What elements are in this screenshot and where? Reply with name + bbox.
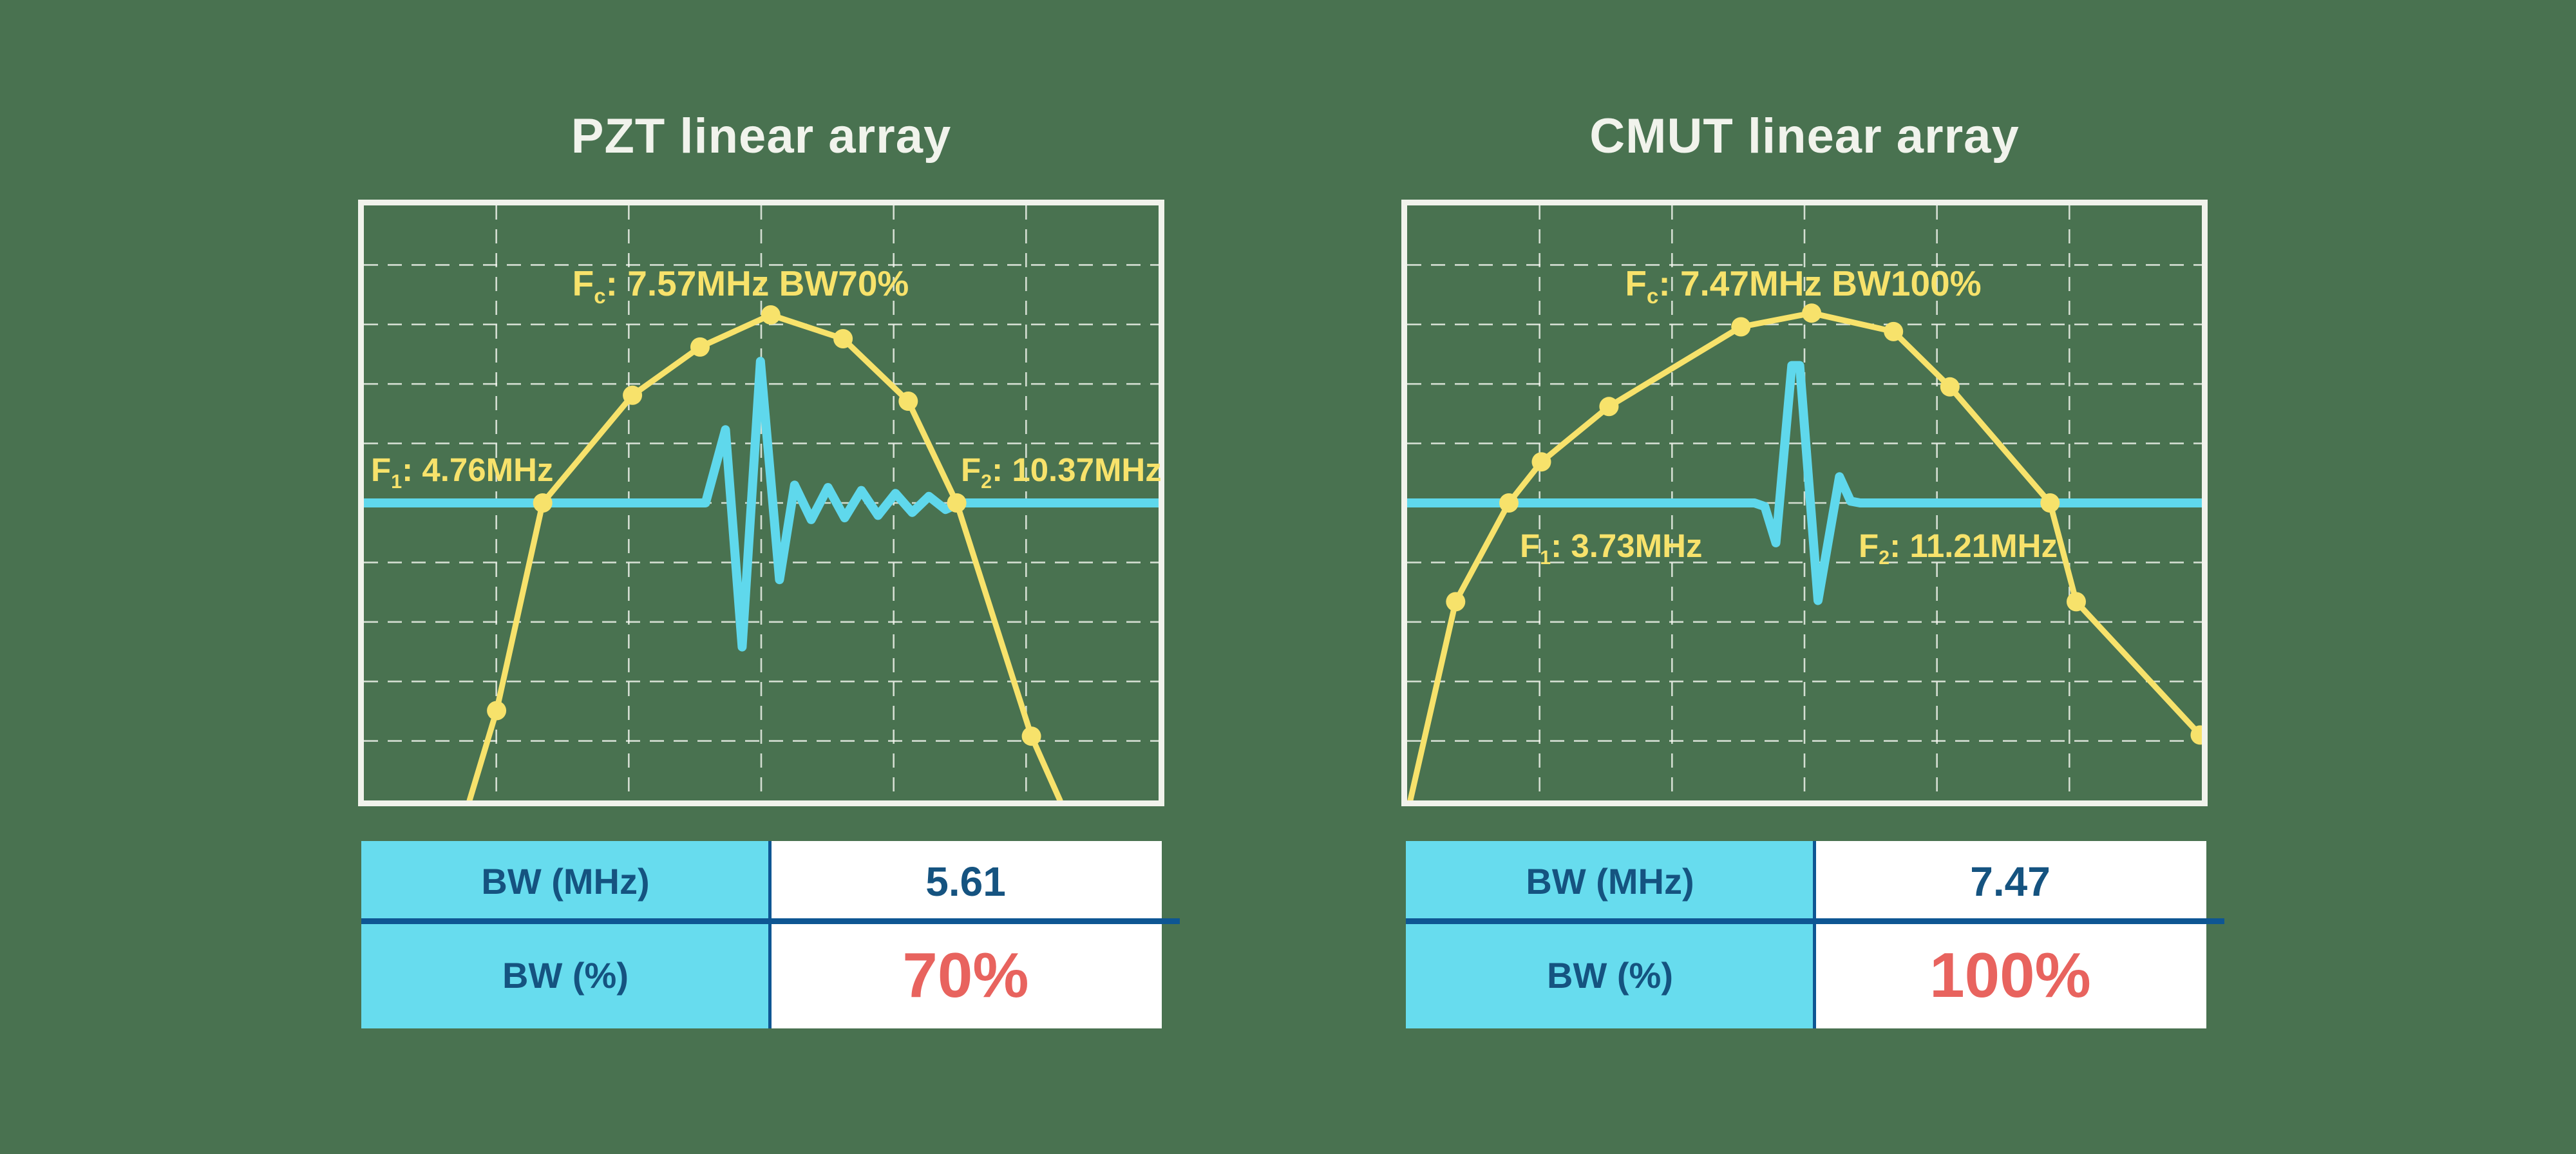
- cmut-center-frequency-label: Fc: 7.47MHz BW100%: [1625, 263, 1982, 308]
- table-row: BW (MHz) 7.47: [1406, 841, 2206, 922]
- table-header-bw-percent: BW (%): [1406, 922, 1814, 1028]
- spectrum-marker-dot: [1499, 493, 1519, 513]
- chart-border: [358, 200, 1164, 806]
- spectrum-marker-dot: [2067, 592, 2086, 612]
- table-value-bw-percent: 70%: [770, 922, 1162, 1028]
- spectrum-curve: [1407, 310, 2203, 804]
- cmut-spectrum-chart: [1401, 200, 2208, 806]
- spectrum-marker-dot: [1884, 321, 1904, 341]
- cmut-f1-label: F1: 3.73MHz: [1520, 527, 1703, 569]
- spectrum-marker-dot: [690, 337, 710, 357]
- spectrum-marker-dot: [1802, 303, 1822, 323]
- table-row: BW (MHz) 5.61: [361, 841, 1162, 922]
- table-row: BW (%) 70%: [361, 922, 1162, 1028]
- cmut-f2-label: F2: 11.21MHz: [1859, 527, 2058, 569]
- spectrum-marker-dot: [533, 493, 553, 513]
- bandwidth-table-cmut: BW (MHz) 7.47 BW (%) 100%: [1406, 841, 2224, 1028]
- spectrum-marker-dot: [2040, 493, 2060, 513]
- table-value-bw-mhz: 7.47: [1814, 841, 2206, 922]
- table-header-bw-mhz: BW (MHz): [361, 841, 770, 922]
- spectrum-marker-dot: [1599, 397, 1619, 417]
- spectrum-marker-dot: [1731, 317, 1751, 337]
- spectrum-marker-dot: [761, 305, 781, 325]
- pulse-waveform: [1403, 361, 2206, 605]
- panel-title-cmut: CMUT linear array: [1589, 109, 2020, 164]
- panel-title-pzt: PZT linear array: [571, 109, 952, 164]
- spectrum-marker-dot: [947, 493, 967, 513]
- pzt-center-frequency-label: Fc: 7.57MHz BW70%: [572, 263, 909, 308]
- chart-border: [1401, 200, 2208, 806]
- spectrum-marker-dot: [1940, 377, 1960, 397]
- table-row: BW (%) 100%: [1406, 922, 2206, 1028]
- pzt-f1-label: F1: 4.76MHz: [371, 451, 554, 493]
- spectrum-marker-dot: [623, 385, 643, 405]
- pulse-waveform: [359, 357, 1163, 652]
- spectrum-marker-dot: [898, 392, 918, 411]
- spectrum-marker-dot: [487, 701, 507, 721]
- bandwidth-table-pzt: BW (MHz) 5.61 BW (%) 70%: [361, 841, 1180, 1028]
- spectrum-marker-dot: [833, 329, 853, 348]
- spectrum-marker-dot: [1021, 726, 1041, 746]
- table-value-bw-mhz: 5.61: [770, 841, 1162, 922]
- table-column-divider: [1813, 841, 1816, 1028]
- pzt-f2-label: F2: 10.37MHz: [961, 451, 1162, 493]
- table-header-bw-mhz: BW (MHz): [1406, 841, 1814, 922]
- table-header-bw-percent: BW (%): [361, 922, 770, 1028]
- pzt-spectrum-chart: [358, 200, 1164, 806]
- spectrum-marker-dot: [1531, 452, 1551, 472]
- table-column-divider: [768, 841, 772, 1028]
- spectrum-marker-dot: [1446, 592, 1466, 612]
- table-value-bw-percent: 100%: [1814, 922, 2206, 1028]
